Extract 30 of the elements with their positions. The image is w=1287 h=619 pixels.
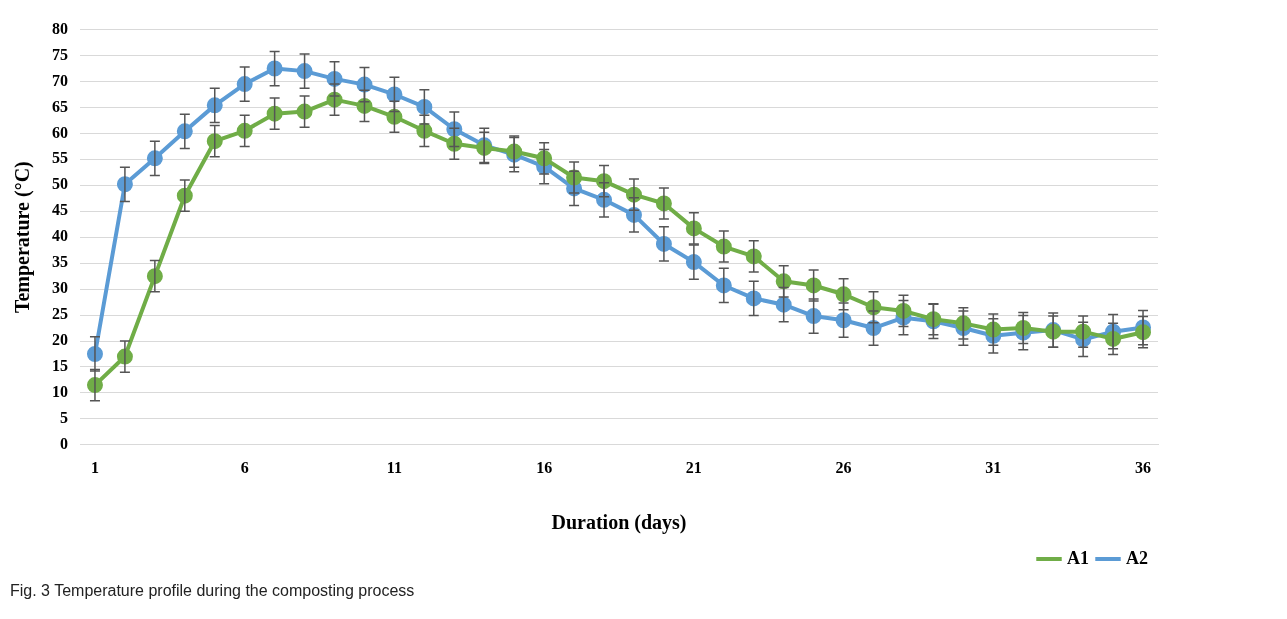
caption: Fig. 3 Temperature profile during the composting process (9, 582, 416, 600)
y-tick-label: 70 (52, 71, 68, 89)
y-tick-label: 75 (52, 45, 68, 63)
legend-label: A2 (1126, 547, 1148, 568)
y-axis-title: Temperature (°C) (11, 161, 35, 314)
y-tick-label: 0 (60, 434, 68, 452)
y-tick-label: 10 (52, 383, 68, 401)
x-tick-label: 11 (386, 458, 402, 476)
y-tick-label: 45 (52, 201, 68, 219)
y-tick-label: 15 (52, 357, 68, 375)
x-tick-label: 36 (1135, 458, 1152, 476)
x-tick-label: 21 (685, 458, 702, 476)
y-tick-label: 35 (52, 253, 68, 271)
x-tick-label: 31 (985, 458, 1002, 476)
x-tick-label: 6 (240, 458, 249, 476)
y-tick-label: 50 (52, 175, 68, 193)
y-tick-label: 65 (52, 97, 68, 115)
y-tick-label: 60 (52, 123, 68, 141)
y-tick-label: 30 (52, 279, 68, 297)
y-tick-label: 55 (52, 149, 68, 167)
y-tick-label: 25 (52, 305, 68, 323)
y-tick-label: 20 (52, 331, 68, 349)
x-tick-label: 16 (536, 458, 553, 476)
y-tick-label: 80 (52, 19, 68, 37)
x-tick-label: 26 (835, 458, 852, 476)
legend-label: A1 (1067, 547, 1089, 568)
x-tick-label: 1 (90, 458, 99, 476)
y-tick-label: 40 (52, 227, 68, 245)
x-axis-title: Duration (days) (551, 511, 687, 535)
y-tick-label: 5 (60, 408, 68, 426)
